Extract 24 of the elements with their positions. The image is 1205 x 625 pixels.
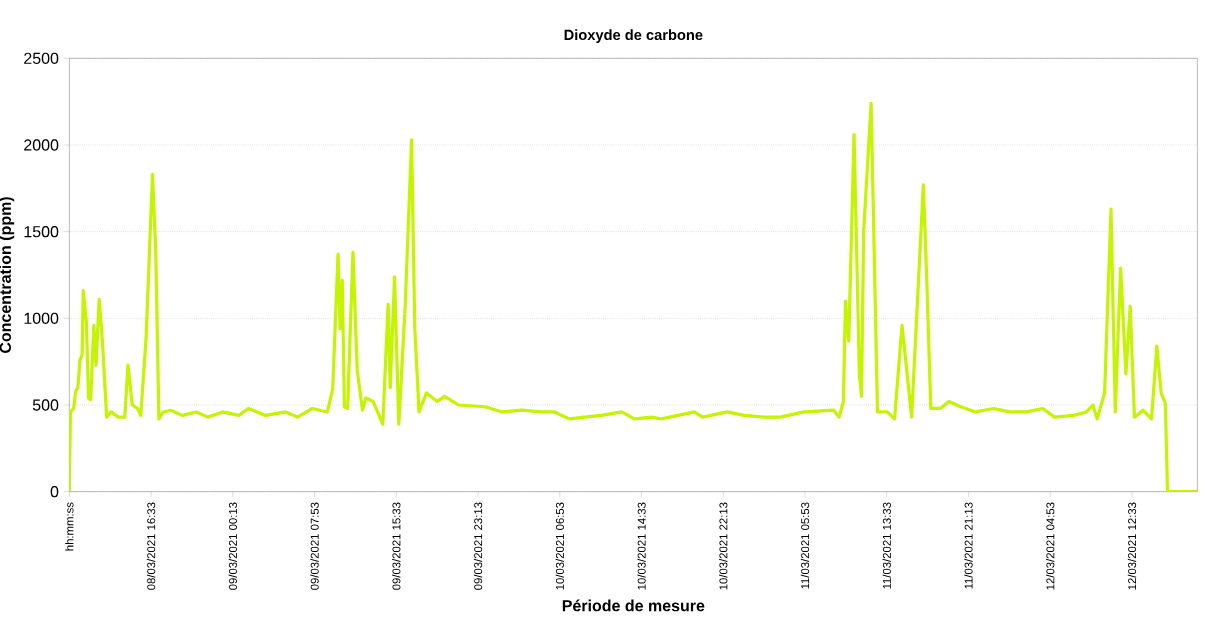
x-tick-label: 10/03/2021 14:33 bbox=[637, 502, 646, 590]
x-tick-label: 10/03/2021 22:13 bbox=[719, 502, 728, 590]
x-tick-label: 11/03/2021 13:33 bbox=[882, 502, 891, 589]
x-tick-label: 11/03/2021 21:13 bbox=[964, 502, 973, 589]
x-tick-label: 12/03/2021 04:53 bbox=[1046, 502, 1055, 590]
x-tick-label: 10/03/2021 06:53 bbox=[555, 502, 564, 590]
y-tick-label: 1500 bbox=[24, 226, 59, 238]
line-series bbox=[69, 101, 1198, 492]
x-tick-label: 09/03/2021 23:13 bbox=[473, 502, 483, 590]
x-tick-label: 12/03/2021 12:33 bbox=[1127, 502, 1137, 590]
chart-title: Dioxyde de carbone bbox=[564, 29, 703, 43]
x-tick-label: 09/03/2021 07:53 bbox=[310, 502, 319, 590]
y-tick-label: 2500 bbox=[24, 52, 59, 64]
y-tick-label: 1000 bbox=[24, 312, 59, 324]
x-axis-title: Période de mesure bbox=[562, 599, 705, 612]
x-tick-label: 09/03/2021 00:13 bbox=[228, 502, 237, 590]
y-axis-title: Concentration (ppm) bbox=[0, 197, 15, 354]
x-tick-label: 08/03/2021 16:33 bbox=[146, 502, 156, 590]
y-tick-label: 2000 bbox=[24, 139, 59, 151]
y-tick-label: 500 bbox=[32, 399, 59, 411]
x-tick-label: 09/03/2021 15:33 bbox=[392, 502, 401, 590]
x-tick-label: hh:mm:ss bbox=[65, 502, 74, 551]
x-tick-label: 11/03/2021 05:53 bbox=[800, 502, 810, 589]
y-tick-label: 0 bbox=[50, 486, 59, 498]
